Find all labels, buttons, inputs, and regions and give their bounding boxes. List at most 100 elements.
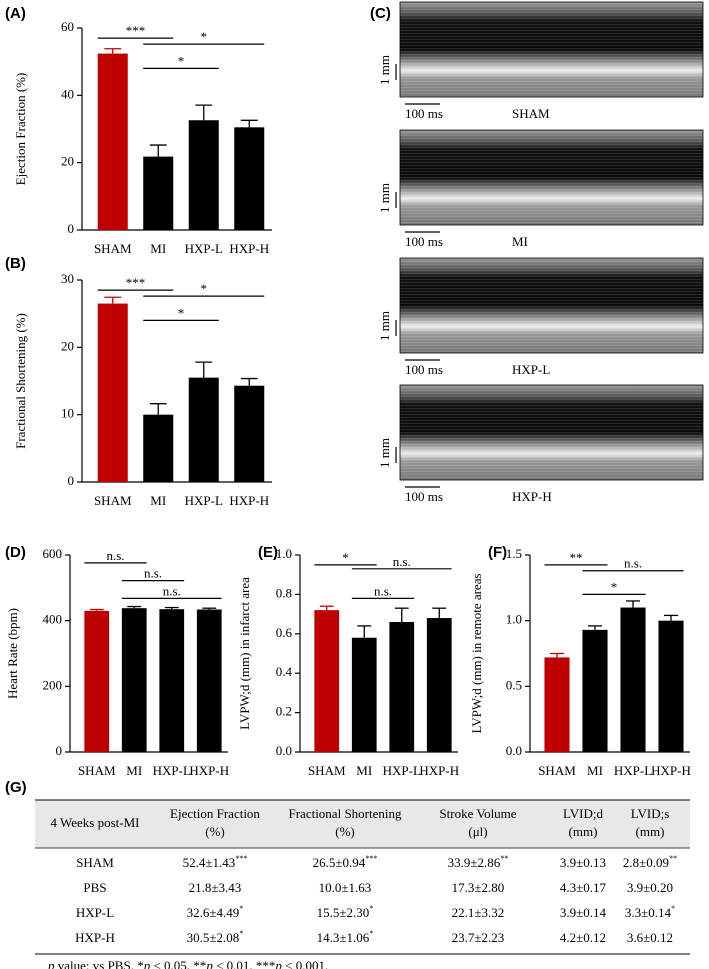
footnote-part: p	[205, 958, 213, 969]
error-bar	[149, 144, 167, 157]
error-bar	[394, 607, 409, 622]
y-tick-label: 0.5	[506, 677, 522, 692]
bar	[351, 637, 377, 752]
table-cell: 10.0±1.63	[319, 880, 372, 895]
bar	[196, 609, 222, 752]
y-tick-label: 0.8	[276, 585, 292, 600]
cell-value: 33.9±2.86	[448, 855, 501, 870]
error-bar	[549, 652, 565, 658]
cell-significance: *	[369, 929, 373, 938]
echo-frame	[399, 129, 704, 226]
table-header: (%)	[205, 824, 225, 839]
y-tick-label: 200	[43, 677, 63, 692]
echo-label: SHAM	[512, 106, 550, 121]
y-tick-label: 0	[68, 473, 75, 488]
table-cell: 2.8±0.09**	[623, 854, 677, 870]
bar	[84, 610, 110, 752]
table-header: 4 Weeks post-MI	[51, 815, 140, 830]
x-tick-label: HXP-H	[229, 241, 269, 256]
y-tick-label: 0.2	[276, 704, 292, 719]
cell-value: 3.3±0.14	[625, 905, 672, 920]
significance-label: ***	[126, 23, 146, 38]
table-cell: 3.6±0.12	[627, 930, 673, 945]
x-tick-label: MI	[587, 763, 603, 778]
y-tick-label: 20	[61, 338, 74, 353]
scale-y-label: 1 mm	[377, 311, 392, 341]
y-tick-label: 1.5	[506, 546, 522, 561]
x-tick-label: HXP-H	[189, 763, 229, 778]
table-header: (%)	[335, 824, 355, 839]
table-cell: 4.2±0.12	[560, 930, 606, 945]
significance-label: *	[342, 550, 349, 565]
y-axis-label: Heart Rate (bpm)	[5, 608, 20, 699]
footnote-part: < 0.001.	[282, 958, 328, 969]
cell-value: 30.5±2.08	[187, 930, 240, 945]
cell-significance: *	[369, 904, 373, 913]
significance-label: n.s.	[163, 583, 181, 598]
x-tick-label: HXP-H	[651, 763, 691, 778]
y-tick-label: 0.6	[276, 625, 293, 640]
y-tick-label: 0	[56, 743, 63, 758]
panel-label: (E)	[258, 544, 278, 561]
bar	[234, 127, 265, 230]
cell-value: 14.3±1.06	[317, 930, 370, 945]
table-cell: 3.9±0.20	[627, 880, 673, 895]
y-tick-label: 1.0	[276, 546, 292, 561]
error-bar	[663, 614, 679, 621]
significance-label: n.s.	[144, 566, 162, 581]
table-cell: 26.5±0.94***	[313, 854, 378, 870]
panel-label: (D)	[5, 544, 26, 561]
bar	[143, 156, 174, 230]
bar	[97, 303, 128, 482]
error-bar	[164, 606, 179, 610]
table-cell: 3.9±0.14	[560, 905, 607, 920]
cell-significance: *	[671, 904, 675, 913]
error-bar	[89, 608, 104, 611]
table-cell: 17.3±2.80	[452, 880, 505, 895]
echo-frame	[399, 384, 704, 481]
error-bar	[104, 48, 122, 54]
cell-significance: **	[669, 854, 677, 863]
echo-label: HXP-H	[512, 489, 552, 504]
bar	[389, 621, 415, 752]
significance-label: n.s.	[374, 583, 392, 598]
x-tick-label: HXP-L	[185, 241, 223, 256]
error-bar	[625, 600, 641, 608]
y-axis-label: LVPW;d (mm) in remote areas	[469, 573, 484, 733]
bar	[620, 607, 646, 752]
table-header: LVID;s	[631, 806, 670, 821]
y-tick-label: 400	[43, 612, 63, 627]
table-cell: HXP-L	[76, 905, 114, 920]
echo-label: MI	[512, 234, 528, 249]
table-header: (μl)	[468, 824, 487, 839]
y-tick-label: 20	[61, 154, 74, 169]
x-tick-label: HXP-L	[383, 763, 421, 778]
footnote: p value: vs PBS. *p < 0.05, **p < 0.01, …	[47, 958, 328, 969]
table-header-bg	[35, 800, 690, 848]
bar	[159, 609, 185, 752]
table-cell: 3.9±0.13	[560, 855, 606, 870]
cell-significance: **	[500, 854, 508, 863]
panel-label: (F)	[488, 544, 507, 561]
x-tick-label: HXP-L	[185, 493, 223, 508]
scale-y-label: 1 mm	[377, 55, 392, 85]
significance-label: n.s.	[106, 548, 124, 563]
error-bar	[587, 625, 603, 630]
bar	[234, 385, 265, 482]
significance-label: n.s.	[393, 554, 411, 569]
x-tick-label: MI	[356, 763, 372, 778]
x-tick-label: HXP-H	[419, 763, 459, 778]
x-tick-label: SHAM	[538, 763, 576, 778]
echo-texture	[400, 258, 703, 353]
x-tick-label: SHAM	[78, 763, 116, 778]
y-tick-label: 10	[61, 406, 74, 421]
echo-frame	[399, 1, 704, 98]
x-tick-label: SHAM	[94, 241, 132, 256]
footnote-part: p	[47, 958, 55, 969]
footnote-part: < 0.01, ***	[213, 958, 276, 969]
table-cell: 22.1±3.32	[452, 905, 505, 920]
x-tick-label: MI	[150, 493, 166, 508]
error-bar	[104, 296, 122, 304]
significance-label: *	[201, 29, 208, 44]
